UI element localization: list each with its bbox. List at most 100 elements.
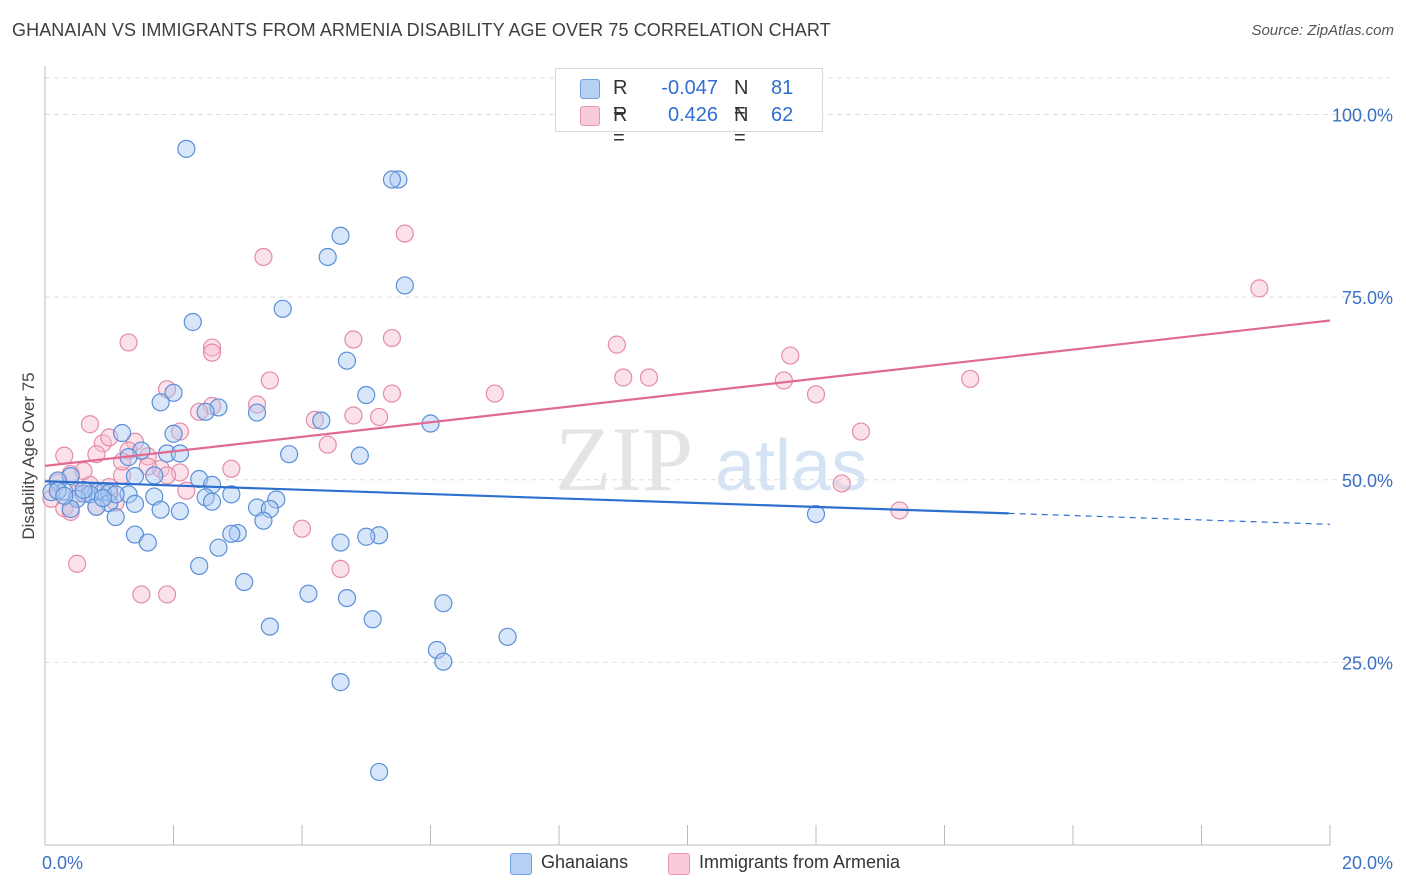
point-armenia	[395, 224, 414, 243]
point-ghanaians	[267, 490, 286, 509]
point-ghanaians	[190, 556, 209, 576]
point-armenia	[202, 338, 222, 357]
series-ghanaians-points	[42, 139, 826, 782]
legend-r-label: R =	[613, 104, 628, 149]
point-armenia	[614, 368, 633, 387]
point-ghanaians	[196, 402, 215, 421]
point-ghanaians	[434, 594, 453, 613]
point-ghanaians	[260, 499, 279, 519]
point-ghanaians	[202, 492, 222, 511]
point-ghanaians	[357, 527, 376, 546]
legend-n-value: 62	[771, 104, 794, 126]
point-ghanaians	[337, 588, 357, 608]
bottom-legend-swatch-blue	[510, 853, 532, 875]
source-label: Source: ZipAtlas.com	[1251, 22, 1394, 39]
point-ghanaians	[125, 467, 145, 486]
point-armenia	[318, 435, 337, 454]
point-armenia	[132, 585, 151, 604]
x-tick-label: 0.0%	[42, 853, 83, 873]
point-armenia	[119, 333, 138, 352]
point-armenia	[190, 402, 209, 421]
legend-r-label: R =	[613, 77, 628, 122]
point-ghanaians	[382, 170, 402, 189]
point-ghanaians	[260, 617, 279, 636]
point-ghanaians	[228, 523, 247, 543]
point-ghanaians	[395, 276, 414, 295]
point-ghanaians	[164, 424, 183, 443]
bottom-legend-label: Ghanaians	[541, 852, 629, 872]
point-ghanaians	[170, 444, 190, 463]
point-ghanaians	[427, 640, 447, 660]
point-ghanaians	[125, 494, 145, 513]
trend-lines	[44, 319, 1331, 525]
gridlines	[45, 77, 1390, 663]
point-ghanaians	[389, 170, 408, 189]
y-axis-title: Disability Age Over 75	[19, 372, 38, 539]
point-ghanaians	[331, 673, 350, 692]
watermark-atlas: atlas	[715, 426, 867, 506]
point-ghanaians	[209, 538, 228, 557]
trend-line-armenia	[44, 319, 1331, 467]
point-armenia	[781, 346, 800, 365]
point-ghanaians	[151, 500, 170, 519]
point-armenia	[1250, 279, 1269, 298]
point-armenia	[382, 328, 402, 348]
trend-line-ghanaians-dashed	[1008, 512, 1331, 525]
point-ghanaians	[177, 139, 196, 158]
point-armenia	[157, 585, 177, 604]
y-tick-label: 100.0%	[1332, 106, 1393, 126]
point-armenia	[344, 330, 363, 349]
point-ghanaians	[280, 445, 299, 464]
point-ghanaians	[164, 383, 183, 402]
legend-n-value: 81	[771, 77, 794, 99]
point-ghanaians	[247, 403, 267, 422]
point-ghanaians	[112, 423, 132, 443]
point-ghanaians	[151, 393, 170, 412]
point-ghanaians	[119, 485, 138, 504]
axis-labels: 25.0% 50.0% 75.0% 100.0% 0.0% 20.0%	[42, 106, 1393, 873]
point-ghanaians	[222, 524, 241, 543]
point-ghanaians	[222, 485, 241, 504]
point-armenia	[961, 369, 980, 389]
y-tick-label: 75.0%	[1342, 288, 1393, 308]
legend-box: R = -0.047 N = 81 R = 0.426 N = 62	[555, 68, 823, 149]
point-ghanaians	[254, 511, 273, 530]
point-ghanaians	[363, 610, 382, 629]
watermark: ZIP atlas	[555, 408, 867, 510]
point-ghanaians	[312, 411, 331, 430]
x-tick-label: 20.0%	[1342, 853, 1393, 873]
point-ghanaians	[350, 446, 369, 465]
legend-n-label: N =	[734, 104, 749, 149]
legend-swatch-blue	[580, 79, 600, 99]
legend-swatch-pink	[580, 106, 600, 126]
point-ghanaians	[125, 525, 145, 544]
y-tick-label: 50.0%	[1342, 471, 1393, 491]
point-ghanaians	[370, 762, 389, 782]
point-armenia	[344, 406, 363, 425]
point-armenia	[639, 368, 659, 387]
legend-n-label: N =	[734, 77, 749, 122]
point-ghanaians	[273, 299, 292, 318]
point-ghanaians	[74, 480, 93, 500]
watermark-zip: ZIP	[555, 408, 693, 510]
point-ghanaians	[183, 312, 202, 332]
point-armenia	[806, 385, 826, 404]
point-armenia	[119, 441, 138, 460]
point-armenia	[305, 410, 324, 429]
point-ghanaians	[318, 247, 337, 267]
point-armenia	[832, 474, 851, 493]
legend-r-value: -0.047	[661, 77, 718, 99]
point-ghanaians	[106, 507, 125, 527]
point-armenia	[607, 335, 626, 354]
trend-line-ghanaians	[44, 480, 1009, 515]
axes	[44, 66, 1331, 846]
point-armenia	[80, 415, 100, 434]
legend-r-value: 0.426	[667, 104, 718, 126]
point-armenia	[485, 384, 504, 403]
point-ghanaians	[145, 466, 164, 485]
point-ghanaians	[331, 226, 350, 245]
point-ghanaians	[170, 502, 190, 521]
series-armenia-points	[42, 224, 1269, 604]
point-ghanaians	[806, 504, 826, 524]
